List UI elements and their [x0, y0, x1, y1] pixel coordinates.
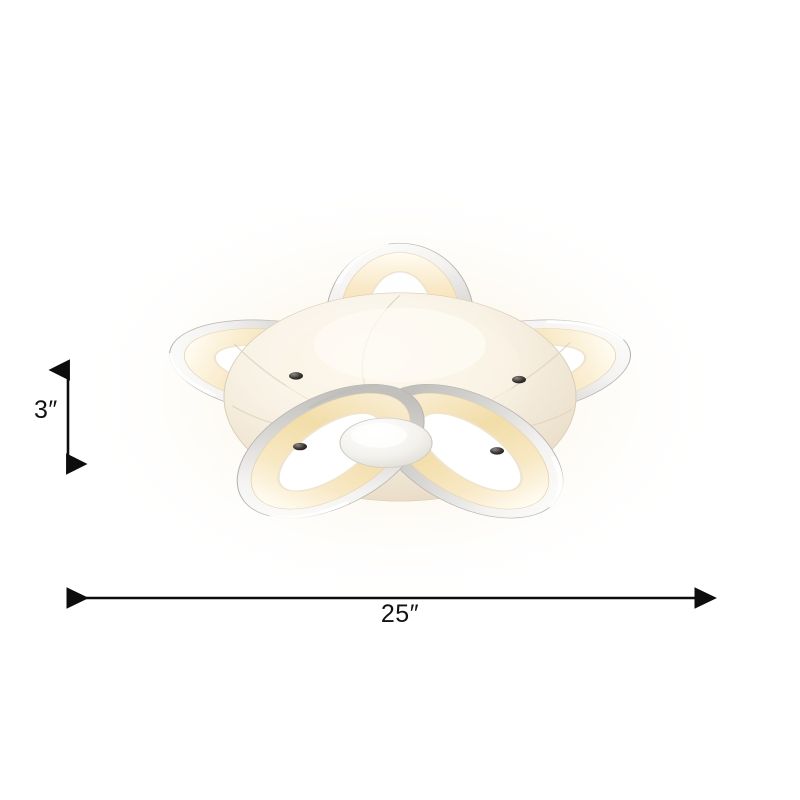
width-dimension-label: 25″: [380, 600, 420, 628]
screw-upper-right: [512, 375, 526, 384]
height-dimension-label: 3″: [34, 396, 58, 424]
center-hub-canopy: [339, 417, 433, 469]
screw-lower-left: [293, 442, 307, 451]
mounting-screws: [289, 372, 526, 455]
screw-lower-right: [490, 447, 504, 455]
fixture-group: [149, 243, 651, 539]
screw-upper-left: [289, 372, 303, 380]
